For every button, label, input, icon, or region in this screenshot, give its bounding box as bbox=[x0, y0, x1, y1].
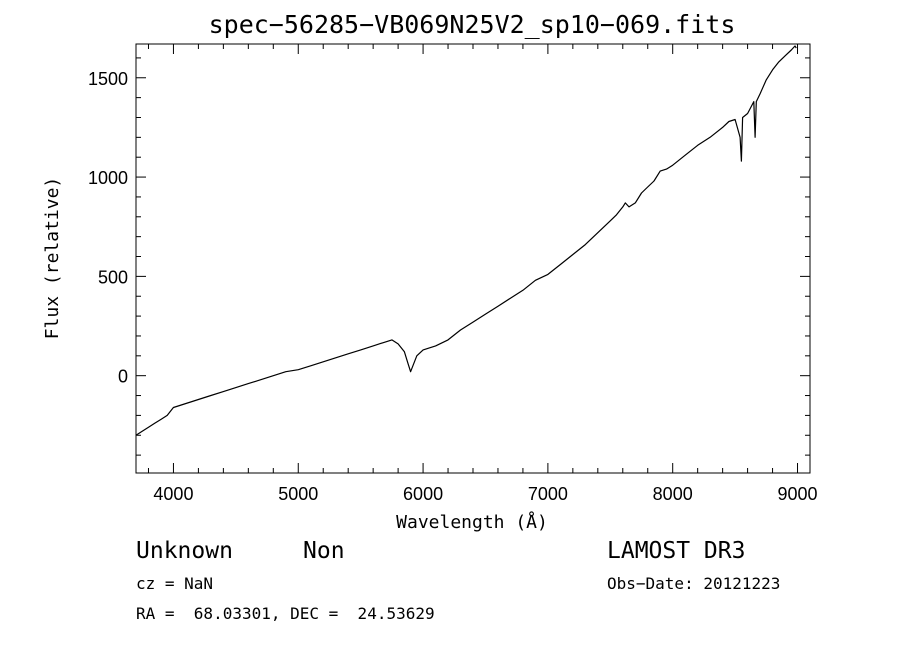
object-subclass: Non bbox=[303, 538, 345, 564]
observation-date: Obs−Date: 20121223 bbox=[607, 574, 781, 593]
redshift-readout: cz = NaN bbox=[136, 574, 214, 593]
x-axis-label: Wavelength (Å) bbox=[396, 511, 548, 533]
spectrum-line bbox=[135, 45, 797, 436]
y-axis-label: Flux (relative) bbox=[42, 177, 63, 340]
axis-ticks bbox=[136, 44, 810, 473]
coordinates-readout: RA = 68.03301, DEC = 24.53629 bbox=[136, 604, 435, 623]
x-tick-label: 6000 bbox=[403, 484, 443, 504]
plot-frame bbox=[135, 43, 811, 474]
y-tick-label: 0 bbox=[118, 367, 128, 387]
x-tick-label: 9000 bbox=[777, 484, 817, 504]
chart-title: spec−56285−VB069N25V2_sp10−069.fits bbox=[209, 10, 736, 39]
x-tick-label: 7000 bbox=[528, 484, 568, 504]
object-class: Unknown bbox=[136, 538, 233, 564]
x-tick-label: 5000 bbox=[278, 484, 318, 504]
y-tick-label: 1000 bbox=[88, 168, 128, 188]
x-tick-label: 4000 bbox=[153, 484, 193, 504]
x-tick-label: 8000 bbox=[653, 484, 693, 504]
y-tick-label: 1500 bbox=[88, 69, 128, 89]
survey-name: LAMOST DR3 bbox=[607, 538, 746, 564]
y-tick-label: 500 bbox=[98, 267, 128, 287]
axis-tick-labels: 4000 5000 6000 7000 8000 9000 0 500 1000 1500 bbox=[88, 69, 818, 504]
